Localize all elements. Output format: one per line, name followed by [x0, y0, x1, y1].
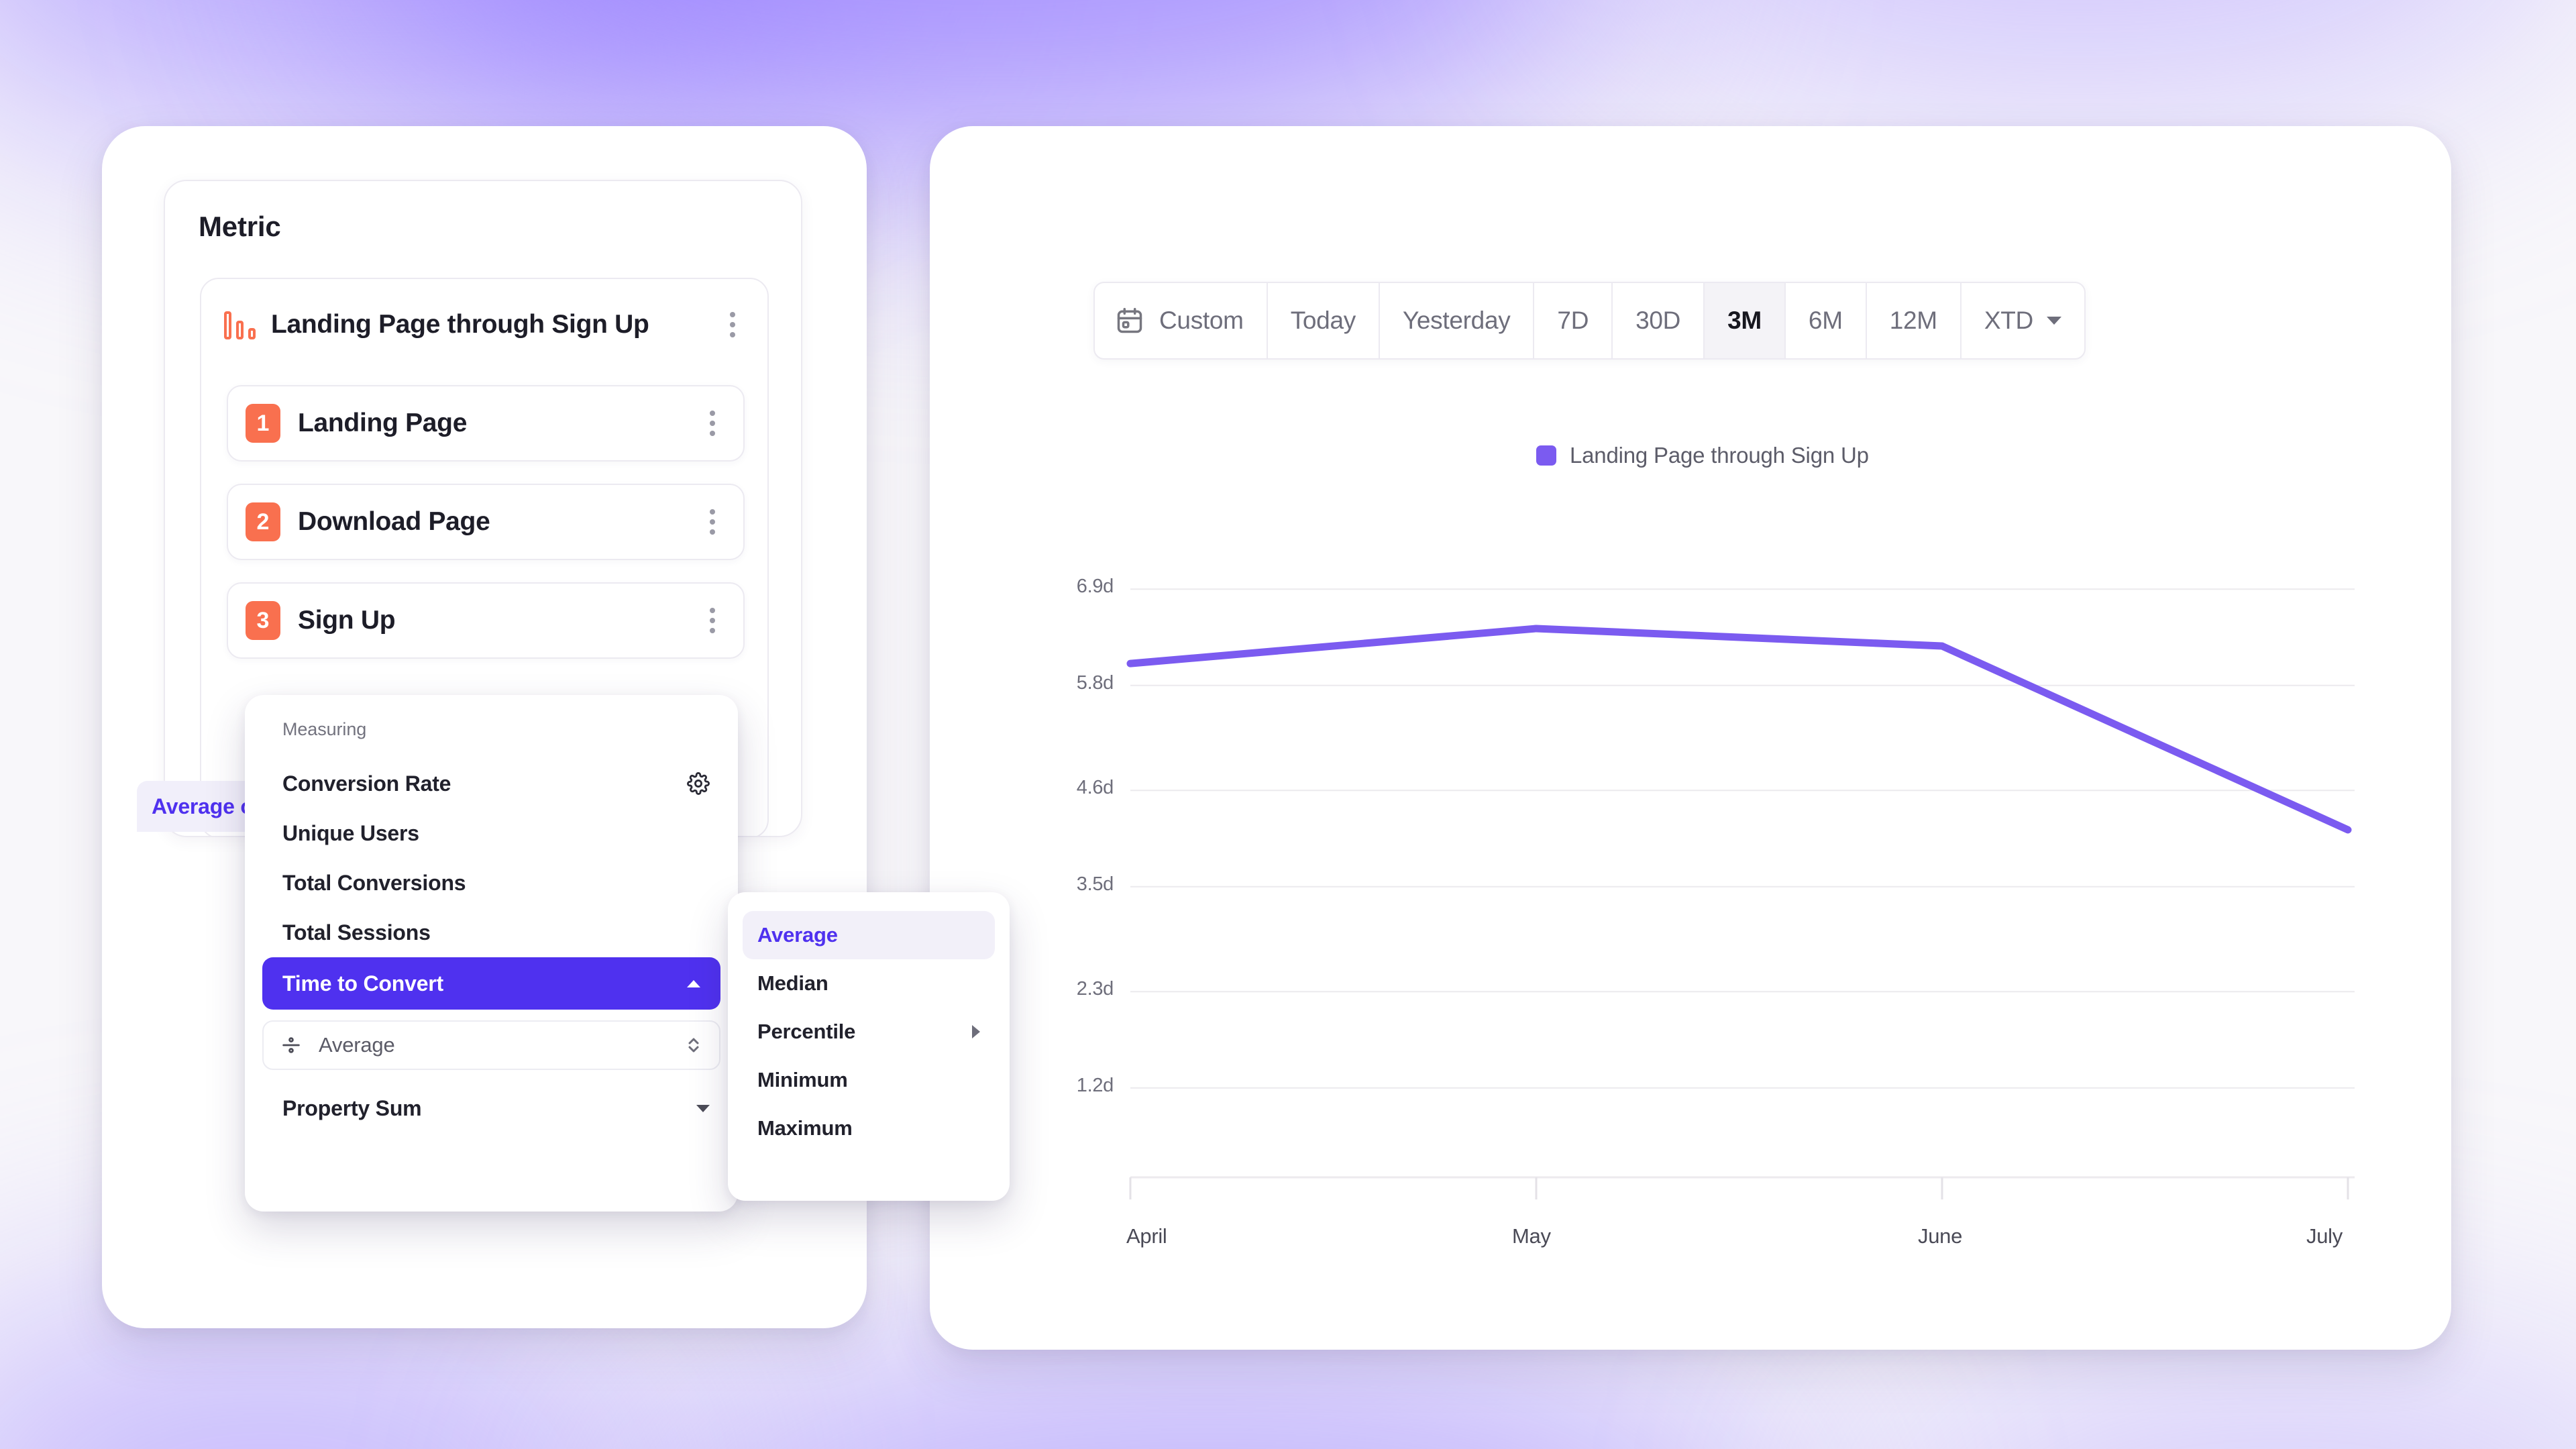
date-range-tabbar: Custom Today Yesterday 7D 30D 3M 6M 12M … — [1093, 282, 2086, 360]
chart-series-line — [1126, 625, 2352, 834]
legend-color-swatch — [1536, 445, 1556, 466]
step-number-badge: 3 — [246, 601, 280, 640]
step-label: Landing Page — [298, 409, 468, 437]
menu-item-label: Unique Users — [282, 820, 419, 845]
date-tab-label: 7D — [1557, 307, 1589, 334]
measuring-section-label: Measuring — [282, 719, 367, 739]
date-tab-label: Today — [1290, 307, 1356, 334]
up-down-chevron-icon — [688, 1038, 699, 1053]
calendar-icon — [1117, 308, 1142, 333]
funnel-header[interactable]: Landing Page through Sign Up — [201, 279, 767, 370]
y-axis-tick-label: 1.2d — [1076, 1074, 1114, 1096]
funnel-step-row[interactable]: 3 Sign Up — [227, 582, 745, 659]
funnel-name: Landing Page through Sign Up — [271, 310, 649, 339]
agg-item-label: Average — [757, 923, 838, 947]
funnel-step-row[interactable]: 1 Landing Page — [227, 385, 745, 462]
date-tab-label: Custom — [1159, 307, 1244, 334]
menu-item-total-conversions[interactable]: Total Conversions — [245, 858, 738, 908]
agg-item-maximum[interactable]: Maximum — [743, 1104, 995, 1152]
date-tab-today[interactable]: Today — [1268, 283, 1380, 358]
agg-item-percentile[interactable]: Percentile — [743, 1008, 995, 1056]
x-axis-tick-label: May — [1512, 1224, 1551, 1248]
menu-item-time-to-convert[interactable]: Time to Convert — [262, 957, 720, 1010]
measuring-dropdown-menu: Measuring Conversion Rate Unique Users T… — [245, 695, 738, 1212]
menu-item-label: Total Conversions — [282, 870, 466, 895]
date-tab-label: 6M — [1808, 307, 1843, 334]
menu-item-unique-users[interactable]: Unique Users — [245, 808, 738, 858]
step-kebab-menu-icon[interactable] — [704, 602, 720, 639]
chevron-right-icon — [972, 1025, 980, 1038]
date-tab-label: 3M — [1727, 307, 1762, 334]
step-number-badge: 1 — [246, 404, 280, 443]
agg-item-label: Maximum — [757, 1116, 853, 1140]
menu-item-label: Time to Convert — [282, 971, 444, 996]
date-tab-label: 12M — [1889, 307, 1937, 334]
step-kebab-menu-icon[interactable] — [704, 504, 720, 540]
date-tab-30d[interactable]: 30D — [1613, 283, 1705, 358]
x-axis-tick-label: April — [1126, 1224, 1167, 1248]
date-tab-yesterday[interactable]: Yesterday — [1380, 283, 1535, 358]
page-title: Metric — [199, 211, 281, 242]
agg-item-average[interactable]: Average — [743, 911, 995, 959]
x-axis-tick-label: June — [1918, 1224, 1963, 1248]
chart-canvas — [1126, 588, 2355, 1199]
funnel-bars-icon — [224, 310, 256, 339]
date-tab-6m[interactable]: 6M — [1786, 283, 1867, 358]
menu-item-label: Conversion Rate — [282, 771, 451, 796]
legend-label: Landing Page through Sign Up — [1570, 443, 1869, 468]
y-axis-tick-label: 5.8d — [1076, 672, 1114, 694]
agg-item-minimum[interactable]: Minimum — [743, 1056, 995, 1104]
y-axis-tick-label: 6.9d — [1076, 576, 1114, 598]
y-axis-tick-label: 3.5d — [1076, 873, 1114, 895]
date-tab-label: Yesterday — [1402, 307, 1511, 334]
date-tab-xtd[interactable]: XTD — [1962, 283, 2084, 358]
x-axis-tick-label: July — [2306, 1224, 2343, 1248]
agg-item-label: Percentile — [757, 1020, 856, 1043]
menu-item-conversion-rate[interactable]: Conversion Rate — [245, 759, 738, 808]
menu-item-label: Total Sessions — [282, 920, 431, 945]
aggregation-value: Average — [319, 1033, 395, 1057]
date-tab-custom[interactable]: Custom — [1095, 283, 1268, 358]
chart-axis — [1129, 1176, 2355, 1199]
aggregation-submenu: Average Median Percentile Minimum Maximu… — [728, 892, 1010, 1201]
agg-item-label: Minimum — [757, 1068, 848, 1091]
gear-icon[interactable] — [687, 772, 710, 795]
date-tab-label: 30D — [1635, 307, 1681, 334]
y-axis-tick-label: 2.3d — [1076, 978, 1114, 1000]
agg-item-median[interactable]: Median — [743, 959, 995, 1008]
menu-item-property-sum[interactable]: Property Sum — [245, 1083, 738, 1133]
date-tab-7d[interactable]: 7D — [1534, 283, 1613, 358]
step-number-badge: 2 — [246, 502, 280, 541]
chevron-down-icon — [2046, 317, 2061, 325]
time-to-convert-aggregation-select[interactable]: Average — [262, 1020, 720, 1070]
divide-icon — [282, 1037, 300, 1053]
step-kebab-menu-icon[interactable] — [704, 405, 720, 441]
time-to-convert-line-chart: Landing Page through Sign Up 6.9d 5.8d 4.6… — [1006, 443, 2402, 1248]
chevron-down-icon — [696, 1104, 710, 1112]
chart-gridlines — [1130, 588, 2355, 1089]
menu-item-label: Property Sum — [282, 1095, 422, 1120]
date-tab-label: XTD — [1984, 307, 2033, 334]
chart-legend: Landing Page through Sign Up — [1536, 443, 1869, 468]
date-tab-3m[interactable]: 3M — [1705, 283, 1786, 358]
funnel-kebab-menu-icon[interactable] — [724, 307, 741, 343]
step-label: Sign Up — [298, 606, 396, 635]
date-tab-12m[interactable]: 12M — [1867, 283, 1962, 358]
chevron-up-icon — [687, 979, 700, 987]
menu-item-total-sessions[interactable]: Total Sessions — [245, 908, 738, 957]
step-label: Download Page — [298, 507, 490, 536]
y-axis-tick-label: 4.6d — [1076, 777, 1114, 799]
agg-item-label: Median — [757, 971, 828, 995]
funnel-step-row[interactable]: 2 Download Page — [227, 484, 745, 560]
